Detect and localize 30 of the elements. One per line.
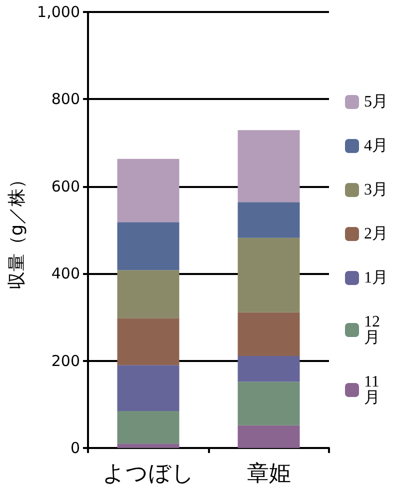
legend-label: 12月 [364, 314, 380, 346]
bar [117, 444, 180, 448]
legend-label: 4月 [364, 138, 388, 154]
x-tick-label: 章姫 [246, 460, 291, 486]
legend-label: 11月 [364, 374, 380, 406]
y-tick-label: 0 [70, 439, 80, 457]
bar [238, 202, 300, 238]
legend-label: 1月 [364, 270, 388, 286]
bar [117, 158, 180, 222]
y-tick-label: 800 [51, 90, 80, 108]
legend-label: 3月 [364, 182, 388, 198]
bar [117, 410, 180, 444]
bar [238, 130, 300, 202]
bar [117, 222, 180, 270]
bar [117, 365, 180, 411]
bar [238, 382, 300, 426]
x-tick-label: よつぼし [102, 460, 194, 486]
y-tick-label: 1,000 [37, 3, 80, 21]
bar [238, 425, 300, 448]
y-tick-label: 400 [51, 264, 80, 283]
bar [238, 312, 300, 356]
y-axis-title: 収量（g／株） [6, 170, 28, 290]
legend-label: 2月 [364, 226, 388, 242]
y-tick-label: 600 [51, 177, 80, 196]
y-tick-label: 200 [51, 352, 80, 370]
bar [238, 356, 300, 382]
bar [238, 238, 300, 312]
legend-label: 5月 [364, 94, 388, 110]
bar [117, 318, 180, 366]
bar [117, 270, 180, 318]
